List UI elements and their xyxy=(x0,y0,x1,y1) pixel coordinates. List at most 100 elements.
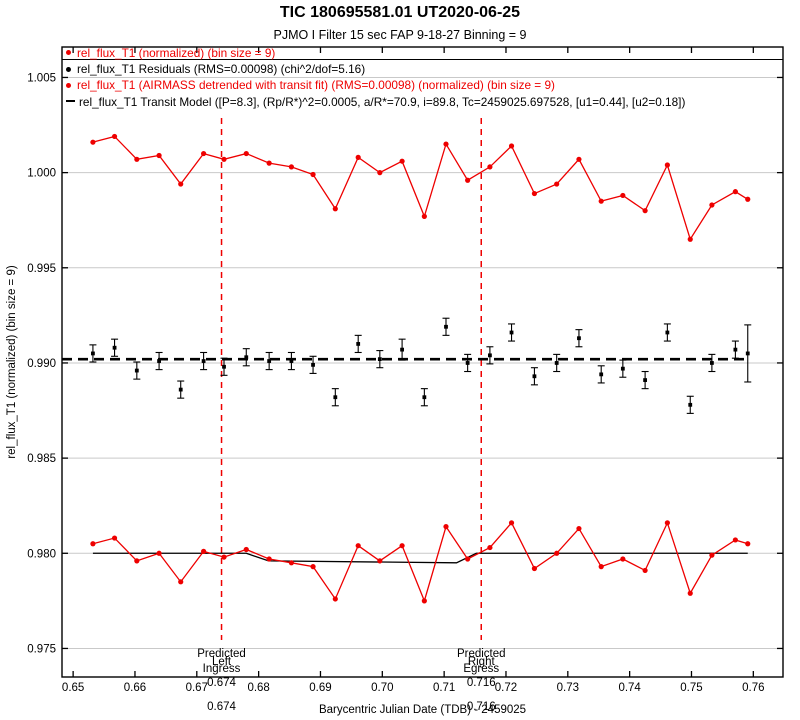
legend-item: rel_flux_T1 Residuals (RMS=0.00098) (chi… xyxy=(66,61,685,77)
data-point xyxy=(178,387,183,392)
data-point xyxy=(487,544,493,551)
data-point xyxy=(221,554,227,560)
data-point xyxy=(377,170,383,176)
data-point xyxy=(664,162,670,168)
data-point xyxy=(156,550,162,556)
data-point xyxy=(310,171,316,178)
data-point xyxy=(422,395,427,400)
data-point xyxy=(355,154,361,160)
data-point xyxy=(243,150,249,157)
data-point xyxy=(688,402,693,407)
data-point xyxy=(111,535,118,541)
data-point xyxy=(266,160,272,166)
data-point xyxy=(487,164,493,170)
data-point xyxy=(488,353,492,358)
data-point xyxy=(201,150,207,157)
data-point xyxy=(709,202,715,208)
y-tick-label: 0.990 xyxy=(27,358,56,370)
x-tick-label: 0.65 xyxy=(62,682,84,694)
legend-label: rel_flux_T1 (AIRMASS detrended with tran… xyxy=(77,78,555,93)
data-point xyxy=(356,342,361,346)
data-point xyxy=(421,598,427,604)
data-point xyxy=(531,565,538,572)
data-point xyxy=(332,206,338,212)
legend-dot-marker-icon xyxy=(66,82,71,88)
data-point xyxy=(465,556,471,562)
data-point xyxy=(642,567,648,574)
data-point xyxy=(620,556,626,562)
legend-dot-marker-icon xyxy=(66,50,71,56)
data-point xyxy=(444,324,448,329)
legend-label: rel_flux_T1 (normalized) (bin size = 9) xyxy=(77,46,276,60)
data-point xyxy=(508,143,515,149)
marker-gray-value: 0.716 xyxy=(467,677,496,689)
data-point xyxy=(355,543,361,549)
data-point xyxy=(598,198,604,204)
data-point xyxy=(91,351,95,356)
chart-subtitle: PJMO I Filter 15 sec FAP 9-18-27 Binning… xyxy=(273,28,527,42)
x-tick-label: 0.72 xyxy=(495,682,517,694)
marker-gray-word: Right xyxy=(468,656,496,668)
x-tick-label: 0.76 xyxy=(742,682,764,694)
data-point xyxy=(421,213,427,219)
series-line-0 xyxy=(92,135,749,241)
data-point xyxy=(332,596,338,602)
y-tick-label: 0.980 xyxy=(27,548,56,560)
x-tick-label: 0.71 xyxy=(433,682,455,694)
data-point xyxy=(112,345,117,350)
data-point xyxy=(576,156,582,162)
marker-red-label: Predicted xyxy=(457,648,506,660)
plot-frame xyxy=(61,46,784,678)
legend-item: rel_flux_T1 (normalized) (bin size = 9) xyxy=(66,45,685,61)
data-point xyxy=(267,359,272,363)
y-tick-label: 0.985 xyxy=(27,453,56,465)
data-point xyxy=(687,236,693,242)
data-point xyxy=(620,192,626,199)
data-point xyxy=(732,189,738,195)
data-point xyxy=(745,196,751,202)
data-point xyxy=(620,366,625,371)
legend-label: rel_flux_T1 Transit Model ([P=8.3], (Rp/… xyxy=(79,94,686,109)
marker-gray-word: Left xyxy=(212,656,232,668)
data-point xyxy=(532,374,537,379)
data-point xyxy=(288,560,295,566)
data-point xyxy=(311,362,315,367)
data-point xyxy=(443,524,449,530)
marker-red-value: 0.716 xyxy=(467,701,496,713)
chart-title: TIC 180695581.01 UT2020-06-25 xyxy=(279,4,521,21)
data-point xyxy=(709,552,715,558)
data-point xyxy=(709,361,714,365)
data-point xyxy=(90,139,96,145)
legend-dash-marker-icon xyxy=(66,99,75,102)
data-point xyxy=(243,546,249,553)
data-point xyxy=(745,541,751,547)
marker-red-label: Predicted xyxy=(197,648,246,660)
data-point xyxy=(733,347,738,352)
data-point xyxy=(399,158,405,164)
data-point xyxy=(509,330,514,335)
data-point xyxy=(531,190,538,197)
data-point xyxy=(732,537,738,543)
data-point xyxy=(554,361,559,365)
data-point xyxy=(664,520,670,526)
legend-label: rel_flux_T1 Residuals (RMS=0.00098) (chi… xyxy=(77,62,366,77)
data-point xyxy=(221,156,227,162)
marker-red-label: Ingress xyxy=(203,663,241,675)
x-tick-label: 0.68 xyxy=(247,682,269,694)
data-point xyxy=(554,181,560,187)
data-point xyxy=(399,543,405,549)
data-point xyxy=(554,550,560,556)
x-tick-label: 0.74 xyxy=(618,682,641,694)
marker-red-label: Egress xyxy=(463,663,499,675)
data-point xyxy=(665,330,670,335)
data-point xyxy=(598,564,604,570)
chart-legend: rel_flux_T1 (normalized) (bin size = 9) r… xyxy=(66,45,685,110)
x-tick-label: 0.66 xyxy=(124,682,146,694)
data-point xyxy=(443,141,449,147)
data-point xyxy=(642,208,648,214)
y-tick-label: 0.995 xyxy=(27,263,56,275)
data-point xyxy=(465,361,470,365)
data-point xyxy=(576,525,582,532)
data-point xyxy=(134,156,140,162)
